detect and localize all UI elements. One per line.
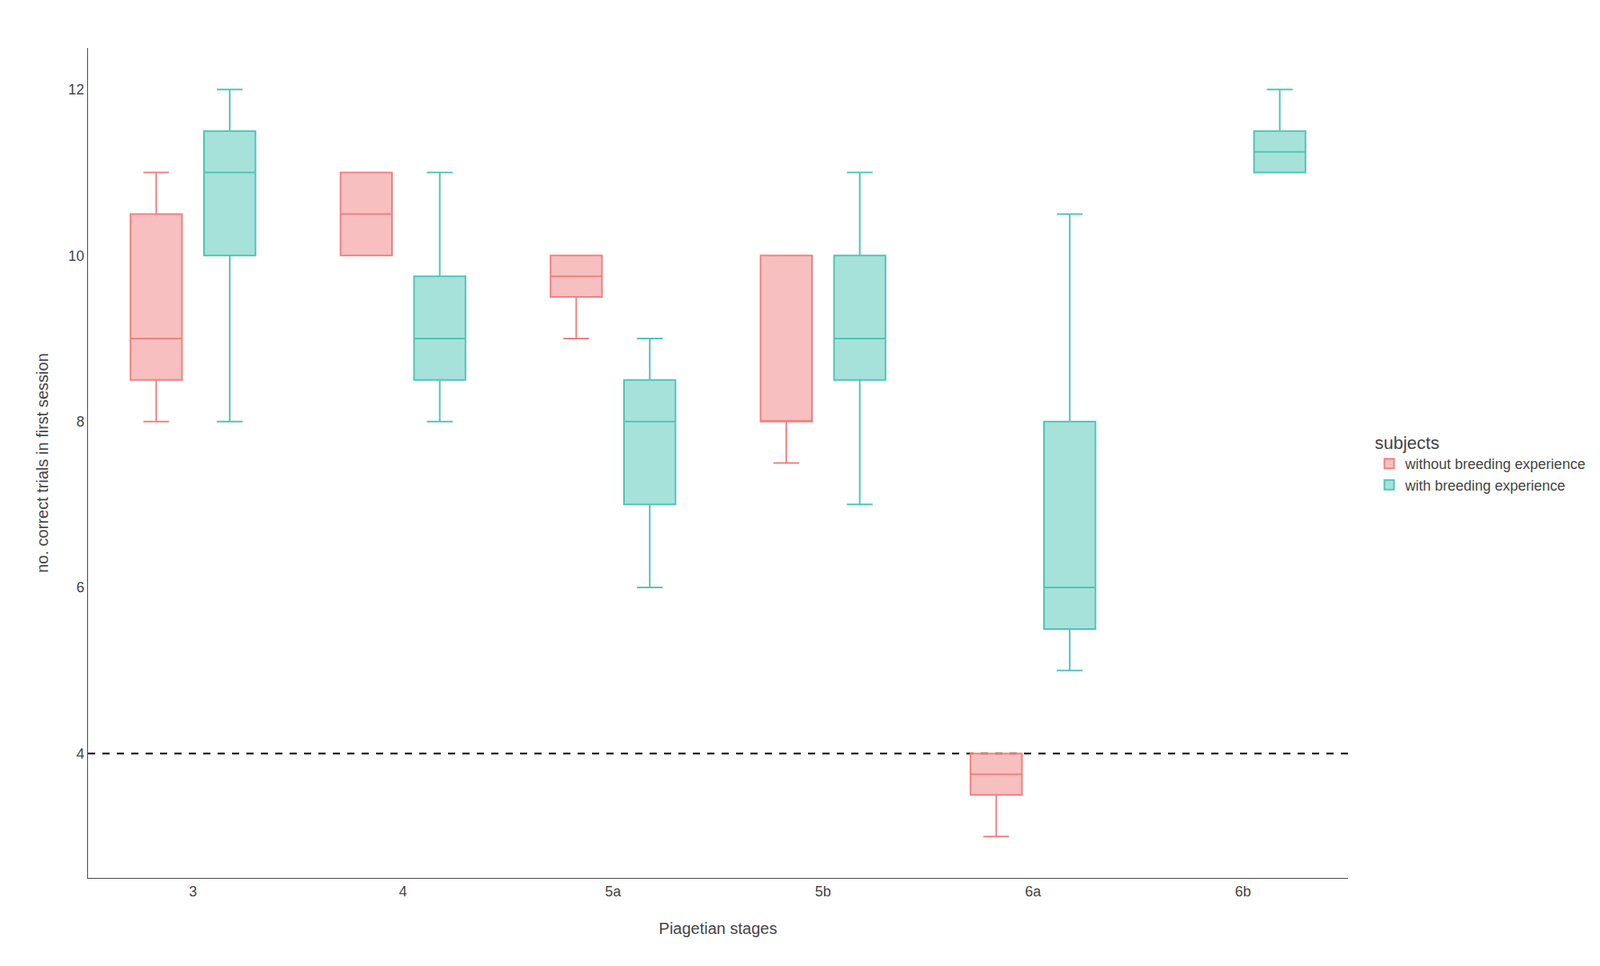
svg-text:4: 4 (76, 745, 84, 762)
svg-text:with breeding experience: with breeding experience (1404, 477, 1566, 494)
svg-text:4: 4 (399, 883, 408, 900)
svg-text:3: 3 (188, 883, 197, 900)
svg-text:10: 10 (68, 248, 84, 264)
svg-text:5a: 5a (604, 883, 622, 900)
svg-text:Piagetian stages: Piagetian stages (659, 919, 778, 937)
svg-text:6a: 6a (1024, 883, 1042, 900)
svg-text:without breeding experience: without breeding experience (1404, 456, 1586, 472)
svg-text:subjects: subjects (1375, 432, 1440, 453)
svg-text:no. correct trials in first se: no. correct trials in first session (33, 352, 52, 573)
svg-text:5b: 5b (815, 883, 832, 900)
svg-text:6b: 6b (1235, 883, 1252, 900)
svg-text:12: 12 (68, 81, 84, 98)
svg-text:6: 6 (76, 579, 84, 596)
svg-text:8: 8 (76, 413, 84, 430)
